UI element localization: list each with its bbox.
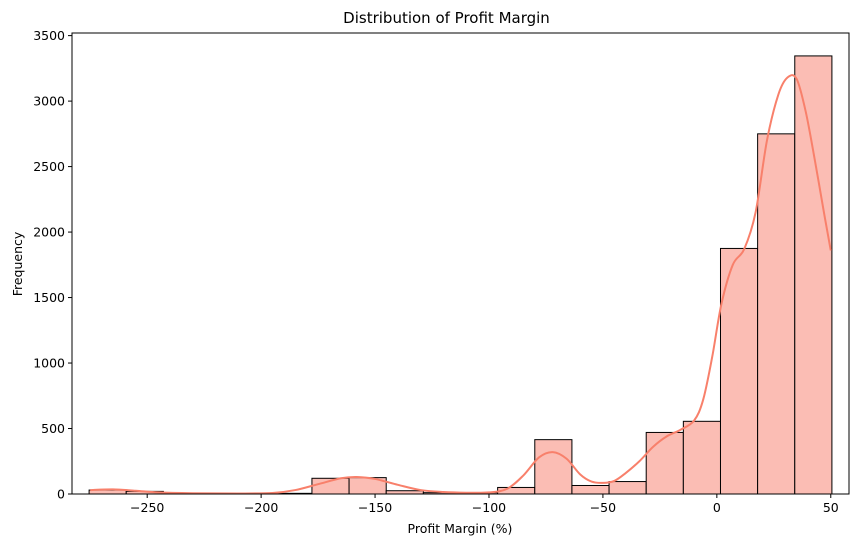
x-tick-label: −250 [130,500,164,515]
y-tick-label: 500 [41,421,65,436]
histogram-bar [645,431,684,495]
x-axis: −250 −200 −150 −100 −50 0 50 [130,494,839,515]
kde-curve [90,74,832,495]
histogram-bar [608,481,647,495]
histogram-bar [534,439,573,495]
chart-title: Distribution of Profit Margin [343,9,550,27]
y-tick-label: 1000 [33,356,65,371]
x-tick-label: −150 [358,500,392,515]
plot-frame [71,32,850,495]
y-tick-label: 1500 [33,290,65,305]
y-tick-label: 0 [57,487,65,502]
histogram-bar [719,247,759,495]
x-tick-label: 50 [823,500,839,515]
y-axis: 0 500 1000 1500 2000 2500 3000 3500 [33,28,72,502]
histogram-bars [88,55,833,495]
y-tick-label: 3500 [33,28,65,43]
y-tick-label: 3000 [33,94,65,109]
histogram-bar [682,420,721,495]
y-axis-label: Frequency [10,231,25,296]
x-axis-label: Profit Margin (%) [408,521,513,536]
x-tick-label: 0 [713,500,721,515]
x-tick-label: −200 [244,500,278,515]
x-tick-label: −100 [472,500,506,515]
y-tick-label: 2000 [33,225,65,240]
histogram-bar [571,484,610,495]
y-tick-label: 2500 [33,159,65,174]
x-tick-label: −50 [590,500,616,515]
histogram-bar [794,55,833,495]
histogram-bar [757,133,796,495]
